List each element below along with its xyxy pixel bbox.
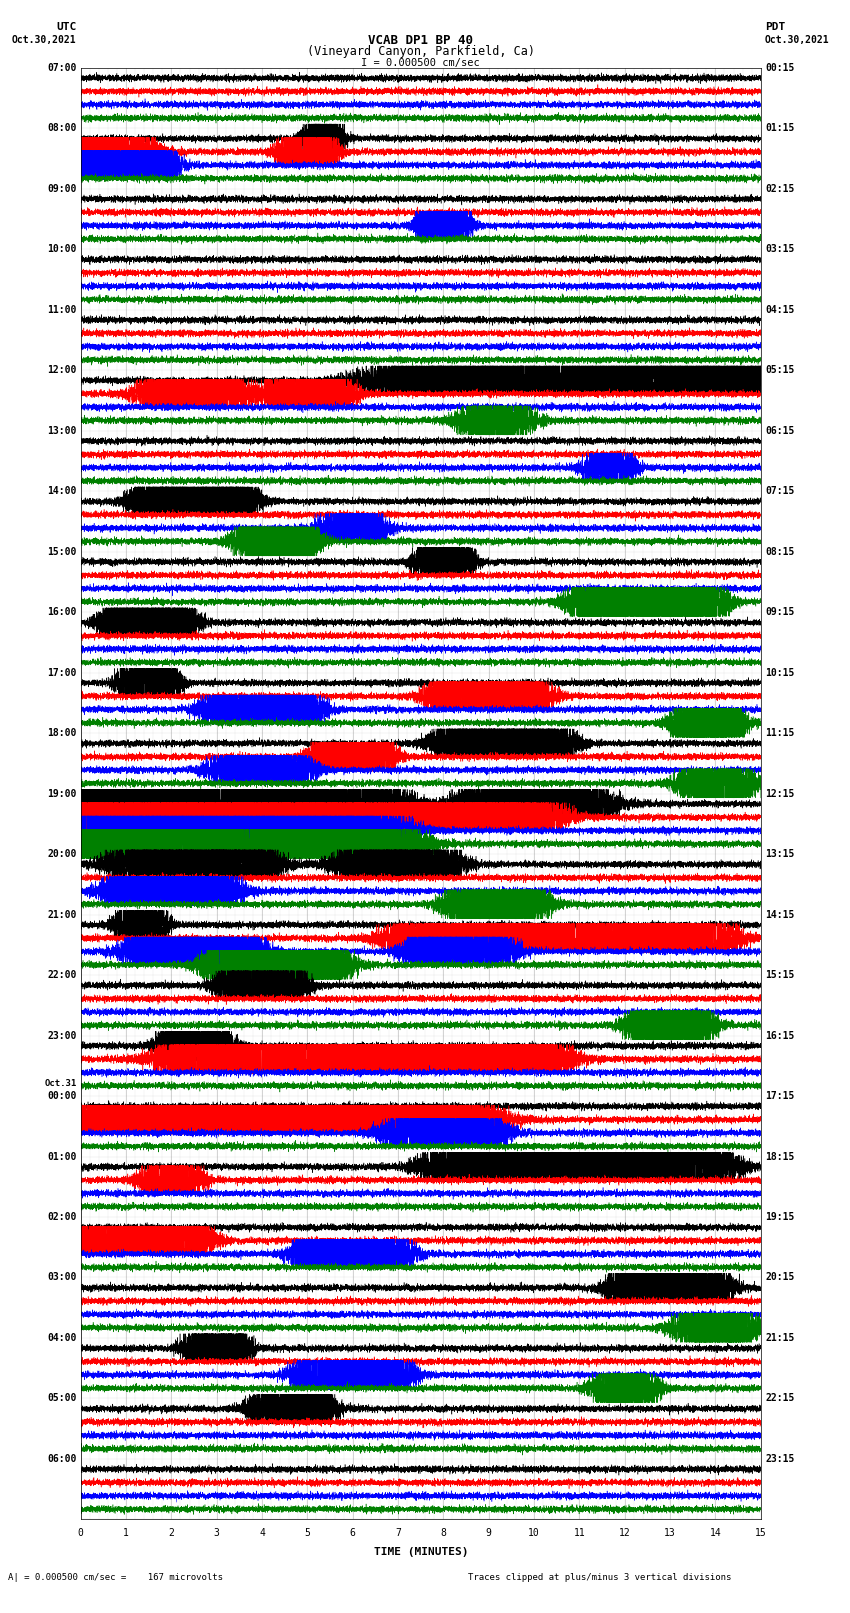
Text: 01:00: 01:00 [47,1152,76,1161]
Text: 11: 11 [574,1528,586,1537]
Text: 15:15: 15:15 [765,969,795,981]
Text: 07:00: 07:00 [47,63,76,73]
Text: 01:15: 01:15 [765,123,795,134]
Text: 02:15: 02:15 [765,184,795,194]
Text: 05:00: 05:00 [47,1394,76,1403]
Text: 0: 0 [78,1528,83,1537]
Text: 14:00: 14:00 [47,486,76,497]
Text: 8: 8 [440,1528,446,1537]
Text: PDT: PDT [765,23,785,32]
Text: Oct.31: Oct.31 [44,1079,76,1087]
Text: 22:15: 22:15 [765,1394,795,1403]
Text: 03:15: 03:15 [765,244,795,255]
Text: 3: 3 [214,1528,219,1537]
Text: 18:15: 18:15 [765,1152,795,1161]
Text: 04:00: 04:00 [47,1332,76,1344]
Text: Oct.30,2021: Oct.30,2021 [12,35,76,45]
Text: 12:15: 12:15 [765,789,795,798]
Text: 12:00: 12:00 [47,365,76,376]
Text: 13:00: 13:00 [47,426,76,436]
Text: 23:15: 23:15 [765,1453,795,1465]
Text: 16:00: 16:00 [47,606,76,618]
Text: 11:15: 11:15 [765,727,795,739]
Text: 10:00: 10:00 [47,244,76,255]
Text: 08:00: 08:00 [47,123,76,134]
Text: 00:15: 00:15 [765,63,795,73]
Text: 02:00: 02:00 [47,1211,76,1223]
Text: Oct.30,2021: Oct.30,2021 [765,35,830,45]
Text: 14: 14 [710,1528,722,1537]
Text: 20:00: 20:00 [47,848,76,860]
Text: 17:00: 17:00 [47,668,76,677]
Text: 15:00: 15:00 [47,547,76,556]
Text: 09:00: 09:00 [47,184,76,194]
Text: 04:15: 04:15 [765,305,795,315]
Text: 08:15: 08:15 [765,547,795,556]
Text: 5: 5 [304,1528,310,1537]
Text: UTC: UTC [56,23,76,32]
Text: 10:15: 10:15 [765,668,795,677]
Text: 22:00: 22:00 [47,969,76,981]
Text: 15: 15 [755,1528,767,1537]
Text: 19:15: 19:15 [765,1211,795,1223]
Text: 21:00: 21:00 [47,910,76,919]
Text: 13: 13 [664,1528,676,1537]
Text: 20:15: 20:15 [765,1273,795,1282]
Text: 17:15: 17:15 [765,1090,795,1102]
Text: (Vineyard Canyon, Parkfield, Ca): (Vineyard Canyon, Parkfield, Ca) [307,45,535,58]
Text: 18:00: 18:00 [47,727,76,739]
Text: TIME (MINUTES): TIME (MINUTES) [373,1547,468,1557]
Text: 03:00: 03:00 [47,1273,76,1282]
Text: 14:15: 14:15 [765,910,795,919]
Text: 09:15: 09:15 [765,606,795,618]
Text: A| = 0.000500 cm/sec =    167 microvolts: A| = 0.000500 cm/sec = 167 microvolts [8,1573,224,1582]
Text: Traces clipped at plus/minus 3 vertical divisions: Traces clipped at plus/minus 3 vertical … [468,1573,731,1582]
Text: 10: 10 [528,1528,540,1537]
Text: 4: 4 [259,1528,265,1537]
Text: 16:15: 16:15 [765,1031,795,1040]
Text: VCAB DP1 BP 40: VCAB DP1 BP 40 [368,34,473,47]
Text: 12: 12 [619,1528,631,1537]
Text: 23:00: 23:00 [47,1031,76,1040]
Text: 11:00: 11:00 [47,305,76,315]
Text: 21:15: 21:15 [765,1332,795,1344]
Text: 07:15: 07:15 [765,486,795,497]
Text: 06:15: 06:15 [765,426,795,436]
Text: 7: 7 [395,1528,401,1537]
Text: 19:00: 19:00 [47,789,76,798]
Text: 1: 1 [123,1528,129,1537]
Text: 05:15: 05:15 [765,365,795,376]
Text: 00:00: 00:00 [47,1090,76,1102]
Text: 13:15: 13:15 [765,848,795,860]
Text: I = 0.000500 cm/sec: I = 0.000500 cm/sec [361,58,480,68]
Text: 9: 9 [486,1528,491,1537]
Text: 06:00: 06:00 [47,1453,76,1465]
Text: 6: 6 [350,1528,355,1537]
Text: 2: 2 [168,1528,174,1537]
